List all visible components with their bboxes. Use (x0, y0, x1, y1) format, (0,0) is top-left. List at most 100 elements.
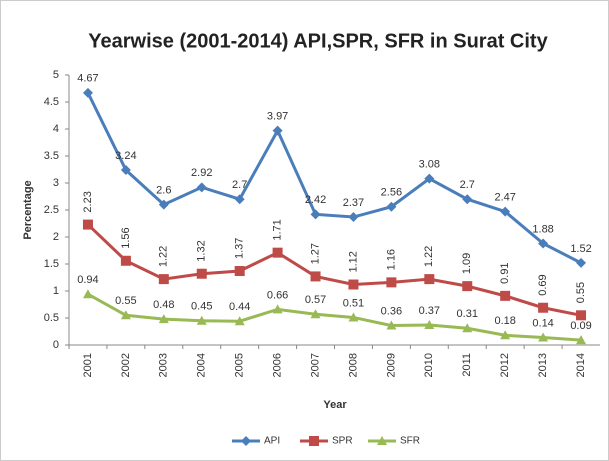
point (386, 320, 397, 330)
point (576, 335, 587, 345)
legend-label: SFR (400, 436, 420, 447)
data-label: 2.7 (232, 179, 247, 191)
data-label: 1.32 (196, 240, 208, 261)
data-label: 0.48 (153, 299, 174, 311)
point (310, 309, 321, 319)
x-axis-label: Year (323, 399, 347, 411)
y-tick-label: 0 (53, 339, 59, 351)
y-tick-label: 5 (53, 69, 59, 81)
point (310, 271, 321, 282)
x-tick-label: 2010 (423, 353, 435, 377)
x-tick-label: 2006 (272, 353, 284, 377)
y-axis-label: Percentage (22, 180, 34, 239)
y-tick-label: 2 (53, 231, 59, 243)
point (120, 310, 131, 320)
data-label: 2.6 (156, 185, 171, 197)
data-label: 0.09 (570, 320, 591, 332)
data-label: 1.12 (347, 251, 359, 272)
point (576, 310, 587, 321)
y-tick-label: 4 (53, 123, 59, 135)
data-label: 1.52 (570, 243, 591, 255)
data-label: 0.94 (77, 274, 98, 286)
point (538, 302, 549, 313)
point (348, 279, 359, 290)
legend-marker (241, 436, 251, 446)
data-label: 2.23 (82, 191, 94, 212)
legend-label: API (264, 436, 280, 447)
data-label: 1.22 (158, 246, 170, 267)
point (386, 201, 397, 212)
point (82, 219, 93, 230)
point (500, 330, 511, 340)
legend-marker (377, 436, 387, 445)
legend-marker (309, 436, 319, 446)
data-label: 1.09 (461, 253, 473, 274)
point (272, 125, 283, 136)
point (158, 199, 169, 210)
data-label: 0.45 (191, 301, 212, 313)
point (234, 194, 245, 205)
point (462, 194, 473, 205)
point (538, 238, 549, 249)
point (196, 315, 207, 325)
point (386, 277, 397, 288)
data-label: 1.16 (385, 249, 397, 270)
x-tick-label: 2001 (82, 353, 94, 377)
point (424, 274, 435, 285)
data-label: 0.55 (575, 282, 587, 303)
point (576, 257, 587, 268)
data-label: 0.36 (381, 305, 402, 317)
point (500, 290, 511, 301)
point (196, 268, 207, 279)
data-label: 0.55 (115, 295, 136, 307)
point (82, 289, 93, 299)
point (120, 165, 131, 176)
data-label: 2.56 (381, 187, 402, 199)
data-label: 2.7 (460, 179, 475, 191)
y-tick-label: 3.5 (44, 150, 59, 162)
data-label: 0.91 (499, 262, 511, 283)
data-label: 2.47 (494, 192, 515, 204)
x-tick-label: 2005 (234, 353, 246, 377)
point (424, 320, 435, 330)
point (500, 206, 511, 217)
y-tick-label: 1.5 (44, 258, 59, 270)
y-tick-label: 0.5 (44, 312, 59, 324)
x-tick-label: 2014 (575, 353, 587, 377)
data-label: 0.57 (305, 294, 326, 306)
x-tick-label: 2008 (347, 353, 359, 377)
series-line (86, 92, 582, 265)
data-label: 2.37 (343, 197, 364, 209)
data-label: 1.37 (234, 238, 246, 259)
point (272, 304, 283, 314)
data-label: 1.71 (272, 219, 284, 240)
point (82, 87, 93, 98)
chart-title: Yearwise (2001-2014) API,SPR, SFR in Sur… (88, 30, 548, 52)
point (348, 312, 359, 322)
data-label: 0.69 (537, 274, 549, 295)
data-label: 3.97 (267, 111, 288, 123)
data-label: 3.24 (115, 150, 136, 162)
data-label: 1.27 (309, 243, 321, 264)
data-label: 3.08 (419, 159, 440, 171)
point (462, 323, 473, 333)
data-label: 2.92 (191, 167, 212, 179)
x-tick-label: 2003 (158, 353, 170, 377)
point (120, 255, 131, 266)
series-line (86, 223, 582, 317)
data-label: 0.18 (494, 315, 515, 327)
data-label: 0.37 (419, 305, 440, 317)
y-tick-label: 2.5 (44, 204, 59, 216)
point (196, 182, 207, 193)
point (158, 274, 169, 285)
data-label: 1.22 (423, 246, 435, 267)
x-tick-label: 2004 (196, 353, 208, 377)
point (424, 173, 435, 184)
data-label: 1.56 (120, 227, 132, 248)
point (462, 281, 473, 292)
data-label: 0.66 (267, 289, 288, 301)
y-tick-label: 3 (53, 177, 59, 189)
data-label: 4.67 (77, 73, 98, 85)
x-tick-label: 2013 (537, 353, 549, 377)
